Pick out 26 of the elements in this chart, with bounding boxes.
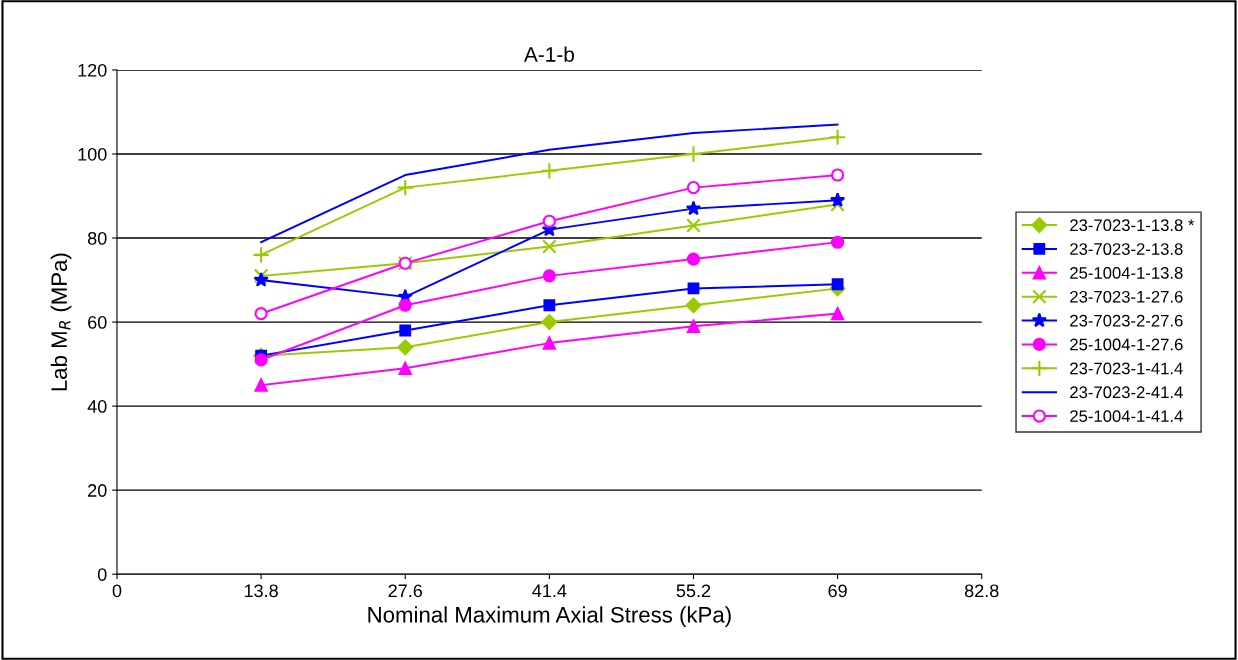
- legend-label: 25-1004-1-13.8: [1070, 267, 1183, 279]
- x-tick-label: 55.2: [676, 584, 711, 598]
- legend-label: 23-7023-1-13.8 *: [1070, 219, 1195, 232]
- x-tick-label: 41.4: [532, 584, 567, 598]
- y-tick-label: 0: [97, 568, 107, 581]
- legend-label: 25-1004-1-27.6: [1070, 338, 1183, 351]
- y-tick-label: 100: [78, 147, 107, 161]
- x-tick-label: 82.8: [964, 584, 999, 598]
- x-axis-title: Nominal Maximum Axial Stress (kPa): [368, 606, 731, 628]
- x-tick-label: 13.8: [244, 584, 278, 598]
- y-tick-label: 60: [88, 316, 107, 329]
- legend-label: 23-7023-2-41.4: [1070, 386, 1183, 399]
- chart-title: A-1-b: [523, 46, 574, 62]
- x-tick-label: 69: [828, 584, 847, 598]
- x-tick-label: 27.6: [388, 584, 423, 598]
- y-tick-label: 20: [88, 484, 107, 497]
- y-tick-label: 40: [87, 400, 107, 413]
- legend-label: 23-7023-1-41.4: [1070, 362, 1183, 375]
- legend-label: 25-1004-1-41.4: [1070, 410, 1183, 423]
- y-tick-label: 120: [78, 63, 107, 77]
- y-axis-title: Lab M$_{R}$ (MPa): [50, 253, 72, 391]
- legend-label: 23-7023-2-13.8: [1070, 243, 1183, 255]
- legend-label: 23-7023-2-27.6: [1070, 314, 1183, 327]
- x-tick-label: 0: [112, 584, 122, 598]
- y-tick-label: 80: [87, 231, 107, 245]
- legend-label: 23-7023-1-27.6: [1070, 290, 1183, 303]
